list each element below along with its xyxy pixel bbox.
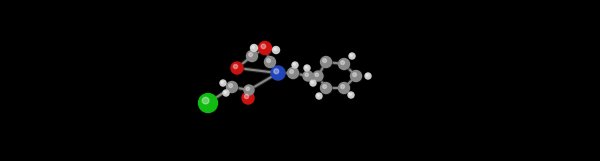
Circle shape	[353, 73, 356, 76]
Circle shape	[221, 81, 227, 87]
Circle shape	[313, 71, 323, 81]
Circle shape	[249, 53, 253, 57]
Circle shape	[289, 68, 299, 80]
Circle shape	[322, 57, 332, 68]
Circle shape	[305, 73, 308, 76]
Circle shape	[350, 54, 356, 60]
Circle shape	[311, 81, 313, 83]
Circle shape	[224, 91, 230, 97]
Circle shape	[323, 59, 326, 63]
Circle shape	[316, 93, 322, 99]
Circle shape	[231, 62, 243, 74]
Circle shape	[243, 93, 255, 105]
Circle shape	[317, 94, 319, 96]
Circle shape	[314, 72, 324, 82]
Circle shape	[305, 66, 307, 68]
Circle shape	[293, 63, 295, 65]
Circle shape	[366, 74, 368, 76]
Circle shape	[224, 91, 226, 93]
Circle shape	[247, 51, 257, 62]
Circle shape	[310, 80, 316, 86]
Circle shape	[349, 93, 352, 95]
Circle shape	[338, 58, 349, 70]
Circle shape	[303, 71, 313, 81]
Circle shape	[348, 92, 354, 98]
Circle shape	[340, 60, 350, 71]
Circle shape	[223, 90, 229, 96]
Circle shape	[272, 47, 280, 53]
Circle shape	[341, 85, 344, 89]
Circle shape	[248, 52, 259, 62]
Circle shape	[349, 93, 355, 99]
Circle shape	[251, 44, 257, 52]
Circle shape	[290, 70, 293, 74]
Circle shape	[259, 42, 271, 55]
Circle shape	[287, 67, 299, 79]
Circle shape	[233, 64, 238, 69]
Circle shape	[274, 47, 281, 55]
Circle shape	[265, 57, 275, 67]
Circle shape	[274, 48, 277, 50]
Circle shape	[227, 82, 239, 94]
Circle shape	[340, 84, 350, 95]
Circle shape	[304, 65, 310, 71]
Circle shape	[323, 85, 326, 89]
Circle shape	[366, 74, 372, 80]
Circle shape	[245, 86, 255, 96]
Circle shape	[199, 94, 218, 113]
Circle shape	[350, 71, 361, 81]
Circle shape	[274, 69, 278, 74]
Circle shape	[221, 81, 223, 83]
Circle shape	[317, 94, 323, 100]
Circle shape	[352, 71, 362, 82]
Circle shape	[320, 57, 331, 67]
Circle shape	[220, 80, 226, 86]
Circle shape	[315, 73, 319, 76]
Circle shape	[242, 92, 254, 104]
Circle shape	[365, 73, 371, 79]
Circle shape	[349, 53, 355, 59]
Circle shape	[341, 61, 344, 65]
Circle shape	[229, 84, 233, 88]
Circle shape	[338, 82, 349, 94]
Circle shape	[320, 82, 331, 94]
Circle shape	[244, 85, 254, 95]
Circle shape	[202, 97, 209, 104]
Circle shape	[251, 46, 259, 52]
Circle shape	[350, 54, 352, 56]
Circle shape	[232, 63, 244, 75]
Circle shape	[271, 66, 285, 80]
Circle shape	[304, 72, 314, 82]
Circle shape	[244, 94, 248, 99]
Circle shape	[272, 67, 286, 81]
Circle shape	[261, 44, 266, 49]
Circle shape	[260, 43, 272, 56]
Circle shape	[199, 95, 218, 114]
Circle shape	[265, 57, 277, 68]
Circle shape	[293, 63, 299, 69]
Circle shape	[227, 81, 238, 93]
Circle shape	[252, 46, 254, 48]
Circle shape	[311, 81, 317, 87]
Circle shape	[322, 84, 332, 95]
Circle shape	[266, 59, 271, 63]
Circle shape	[292, 62, 298, 68]
Circle shape	[246, 87, 250, 90]
Circle shape	[305, 66, 311, 72]
